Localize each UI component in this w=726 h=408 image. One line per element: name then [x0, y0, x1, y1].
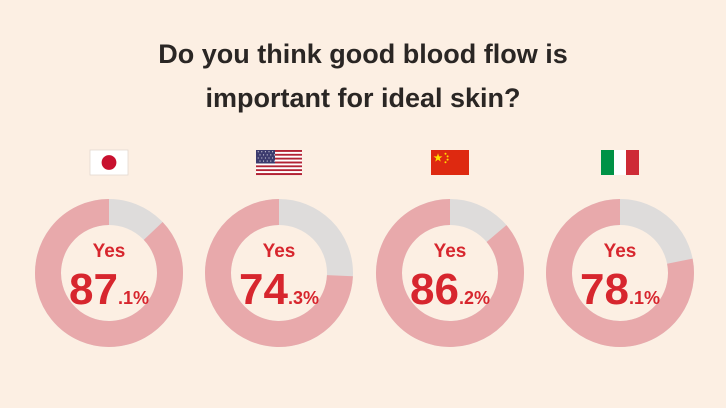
donut-china: Yes 86.2% — [376, 199, 524, 347]
donut-united-states: Yes 74.3% — [205, 199, 353, 347]
donut-yes-slice — [546, 199, 694, 347]
donut-value-label: 86.2% — [410, 265, 490, 314]
donut-yes-label: Yes — [434, 241, 467, 262]
donut-yes-label: Yes — [263, 241, 296, 262]
donut-italy: Yes 78.1% — [546, 199, 694, 347]
flag-italy-icon — [601, 150, 639, 175]
chart-title: Do you think good blood flow is importan… — [0, 32, 726, 120]
flag-china-icon — [431, 150, 469, 175]
donut-value-label: 87.1% — [69, 265, 149, 314]
donut-value-label: 78.1% — [580, 265, 660, 314]
donut-yes-slice — [376, 199, 524, 347]
donut-value-label: 74.3% — [239, 265, 319, 314]
chart-title-line-2: important for ideal skin? — [205, 83, 521, 113]
donut-yes-slice — [35, 199, 183, 347]
donut-yes-slice — [205, 199, 353, 347]
donut-yes-label: Yes — [93, 241, 126, 262]
chart-title-line-1: Do you think good blood flow is — [158, 39, 568, 69]
donut-yes-label: Yes — [604, 241, 637, 262]
flag-usa-icon — [256, 150, 302, 176]
donut-japan: Yes 87.1% — [35, 199, 183, 347]
flag-japan-icon — [89, 149, 129, 176]
